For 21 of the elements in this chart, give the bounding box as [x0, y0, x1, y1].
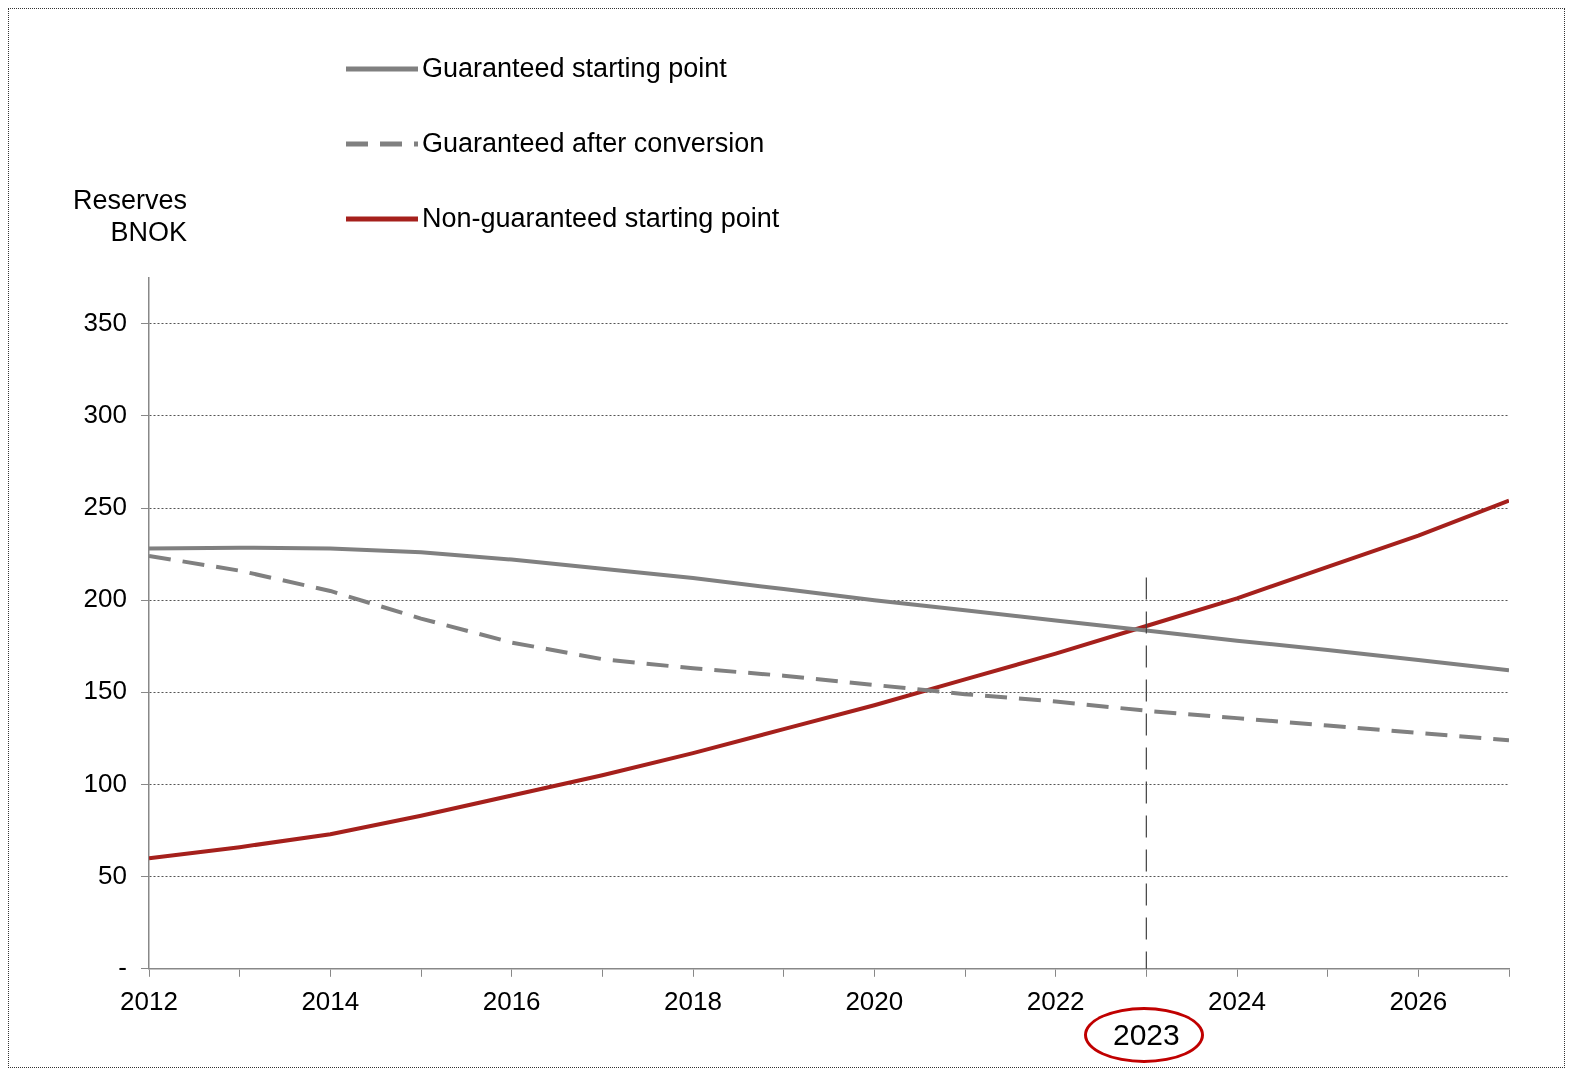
y-tick-label: 350 [83, 306, 127, 337]
legend-label: Non-guaranteed starting point [422, 203, 780, 234]
y-tick-label: 300 [83, 399, 127, 430]
y-tick-label: 150 [83, 675, 127, 706]
x-tick-label: 2012 [120, 985, 178, 1016]
x-tick-label: 2024 [1208, 985, 1266, 1016]
x-tick-label: 2020 [845, 985, 904, 1016]
legend-label: Guaranteed after conversion [422, 128, 765, 159]
legend-label: Guaranteed starting point [422, 53, 727, 84]
ref-line-label: 2023 [1112, 1018, 1180, 1052]
y-axis-title: Reserves BNOK [71, 184, 187, 248]
x-tick-label: 2014 [301, 985, 360, 1016]
y-tick-label: 100 [83, 767, 127, 798]
y-tick-label: 50 [98, 859, 127, 890]
y-tick-label: - [118, 951, 127, 982]
x-tick-label: 2022 [1026, 985, 1085, 1016]
y-tick-label: 200 [83, 583, 127, 614]
x-tick-label: 2026 [1389, 985, 1448, 1016]
x-tick-label: 2018 [664, 985, 722, 1016]
y-tick-label: 250 [83, 491, 127, 522]
x-tick-label: 2016 [482, 985, 541, 1016]
